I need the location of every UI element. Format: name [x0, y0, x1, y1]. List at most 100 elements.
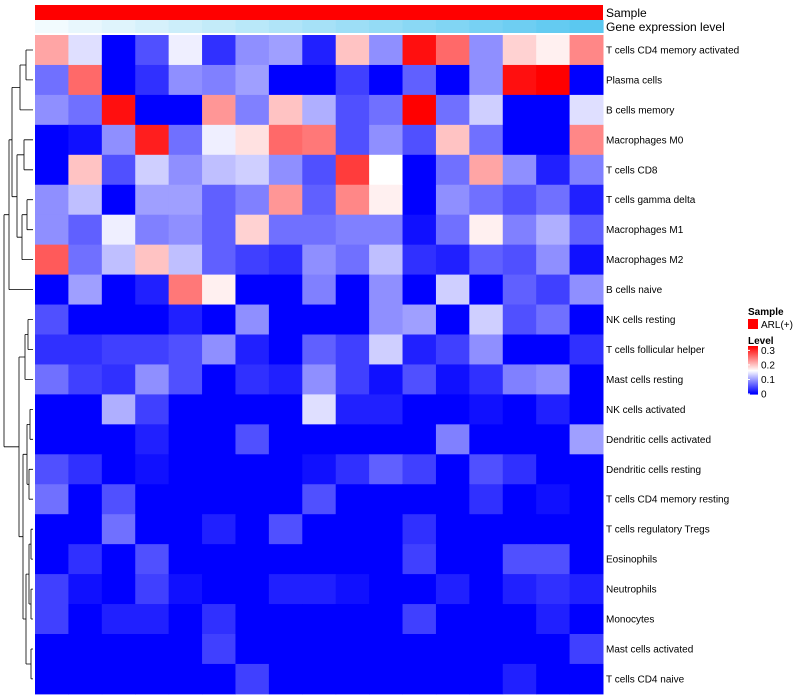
heatmap-cell — [101, 604, 136, 635]
heatmap-cell — [469, 214, 504, 246]
heatmap-cell — [302, 544, 337, 575]
heatmap-cell — [536, 544, 571, 575]
heatmap-cell — [35, 634, 69, 665]
heatmap-cell — [302, 424, 337, 455]
heatmap-cell — [502, 514, 537, 545]
heatmap-cell — [569, 64, 604, 96]
heatmap-cell — [569, 124, 604, 156]
heatmap-cell — [35, 394, 69, 425]
heatmap-cell — [168, 604, 203, 635]
heatmap-cell — [135, 64, 170, 96]
heatmap-cell — [68, 334, 103, 365]
heatmap-cell — [101, 244, 136, 276]
row-label: B cells naive — [606, 285, 663, 296]
heatmap-cell — [502, 184, 537, 216]
heatmap-cell — [168, 94, 203, 126]
legend-gradient-step — [748, 364, 758, 366]
row-label: Mast cells resting — [606, 375, 683, 386]
heatmap-cell — [536, 663, 571, 695]
legend-swatch-arl — [748, 319, 758, 329]
heatmap-cell — [469, 454, 504, 485]
row-label: T cells CD8 — [606, 165, 658, 176]
heatmap-cell — [502, 334, 537, 365]
legend-gradient-step — [748, 386, 758, 388]
heatmap-cell — [536, 634, 571, 665]
heatmap-cell — [335, 364, 370, 395]
heatmap-cell — [202, 154, 236, 186]
heatmap-cell — [469, 663, 504, 695]
legend-gradient-step — [748, 349, 758, 351]
heatmap-cell — [569, 94, 604, 126]
heatmap-cell — [335, 184, 370, 216]
legend-gradient-step — [748, 378, 758, 380]
heatmap-cell — [402, 35, 437, 66]
heatmap-cell — [502, 244, 537, 276]
expression-annotation-cell — [202, 20, 237, 33]
heatmap-cell — [435, 663, 470, 695]
heatmap-cell — [202, 334, 236, 365]
heatmap-cell — [502, 663, 537, 695]
heatmap-cell — [135, 574, 170, 605]
legend-gradient-step — [748, 361, 758, 363]
heatmap-cell — [502, 544, 537, 575]
heatmap-cell — [168, 35, 203, 66]
heatmap-cell — [369, 334, 404, 365]
heatmap-cell — [268, 304, 303, 335]
heatmap-cell — [369, 184, 404, 216]
heatmap-cell — [569, 424, 604, 455]
heatmap-cell — [135, 124, 170, 156]
heatmap-cell — [235, 364, 270, 395]
heatmap-cell — [68, 244, 103, 276]
heatmap-cell — [202, 663, 236, 695]
heatmap-cell — [302, 663, 337, 695]
heatmap-cell — [502, 124, 537, 156]
heatmap-cell — [369, 484, 404, 515]
expression-annotation-cell — [168, 20, 203, 33]
expression-annotation-cell — [68, 20, 103, 33]
heatmap-cell — [435, 394, 470, 425]
legend-tick-label: 0 — [761, 390, 767, 401]
row-label: T cells gamma delta — [606, 195, 696, 206]
heatmap-cell — [335, 274, 370, 306]
heatmap-cell — [335, 663, 370, 695]
heatmap-cell — [335, 604, 370, 635]
heatmap-cell — [202, 304, 236, 335]
legend-gradient-step — [748, 385, 758, 387]
heatmap-cell — [335, 334, 370, 365]
heatmap-cell — [536, 64, 571, 96]
heatmap-cell — [469, 634, 504, 665]
heatmap-cell — [335, 454, 370, 485]
heatmap-cell — [369, 364, 404, 395]
heatmap-cell — [302, 35, 337, 66]
heatmap-cell — [268, 544, 303, 575]
heatmap-cell — [435, 604, 470, 635]
heatmap-cell — [369, 214, 404, 246]
heatmap-cell — [402, 214, 437, 246]
heatmap-cell — [235, 304, 270, 335]
heatmap-cell — [435, 94, 470, 126]
heatmap-cell — [402, 154, 437, 186]
heatmap-cell — [536, 304, 571, 335]
legend-gradient-step — [748, 356, 758, 358]
heatmap-cell — [135, 35, 170, 66]
heatmap-cell — [268, 514, 303, 545]
heatmap-cell — [35, 334, 69, 365]
heatmap-cell — [235, 274, 270, 306]
heatmap-cell — [235, 484, 270, 515]
heatmap-cell — [369, 35, 404, 66]
heatmap-cell — [202, 214, 236, 246]
heatmap-cell — [101, 64, 136, 96]
heatmap-cell — [68, 94, 103, 126]
legend-gradient-step — [748, 348, 758, 350]
heatmap-cell — [101, 663, 136, 695]
heatmap-cell — [369, 154, 404, 186]
heatmap-cell — [135, 244, 170, 276]
legend-title-level: Level — [748, 336, 774, 347]
heatmap-cell — [202, 244, 236, 276]
heatmap-cell — [235, 184, 270, 216]
legend-gradient-step — [748, 362, 758, 364]
heatmap-cell — [435, 214, 470, 246]
heatmap-cell — [268, 184, 303, 216]
heatmap-cell — [135, 424, 170, 455]
row-label: Macrophages M2 — [606, 255, 684, 266]
